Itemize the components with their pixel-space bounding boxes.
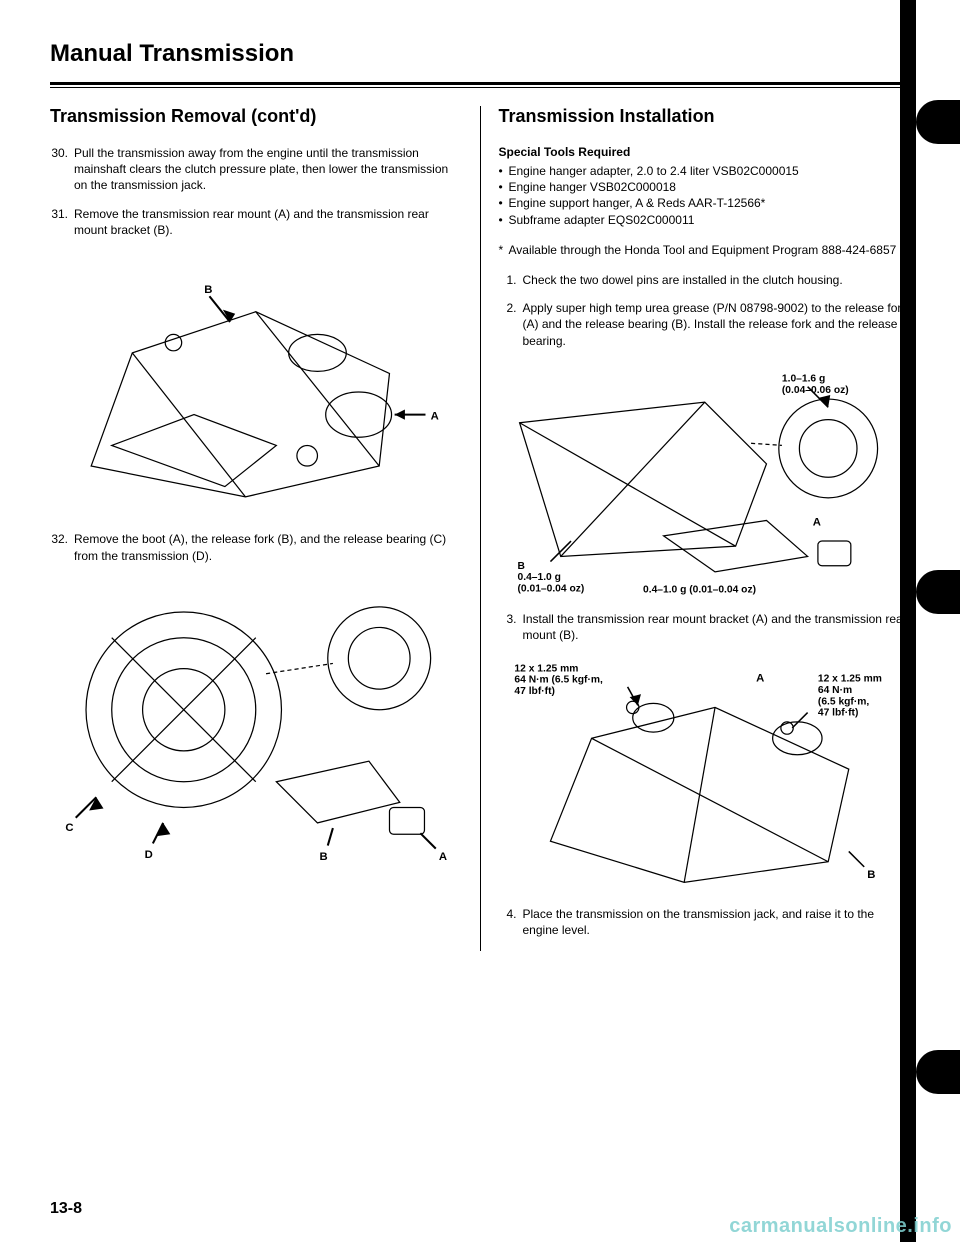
column-right: Transmission Installation Special Tools … [480,106,911,951]
step-number: 2. [499,300,523,349]
step-number: 30. [50,145,74,194]
label-C: C [65,822,73,834]
figure-grease-points: 1.0–1.6 g (0.04–0.06 oz) B 0.4–1.0 g (0.… [499,361,911,598]
step-number: 1. [499,272,523,288]
label-A: A [812,516,820,528]
step-text: Pull the transmission away from the engi… [74,145,462,194]
step-text: Place the transmission on the transmissi… [523,906,911,938]
tool-item: Engine hanger VSB02C000018 [509,179,911,195]
tool-item: Engine support hanger, A & Reds AAR-T-12… [509,195,911,211]
step-text: Apply super high temp urea grease (P/N 0… [523,300,911,349]
figure-release-fork: C D B A [50,576,462,864]
spec-bottom: 0.4–1.0 g (0.01–0.04 oz) [643,584,756,595]
section-heading-installation: Transmission Installation [499,106,911,127]
page-number: 13-8 [50,1200,82,1218]
label-B: B [867,869,875,881]
step-number: 4. [499,906,523,938]
step-number: 31. [50,206,74,238]
down-arrow-icon: ↘ [927,578,954,616]
step-text: Install the transmission rear mount brac… [523,611,911,643]
page: Manual Transmission Transmission Removal… [0,0,960,1242]
step-31: 31. Remove the transmission rear mount (… [50,206,462,238]
column-left: Transmission Removal (cont'd) 30. Pull t… [50,106,480,951]
label-B: B [204,284,212,296]
step-text: Remove the boot (A), the release fork (B… [74,531,462,563]
step-text: Check the two dowel pins are installed i… [523,272,911,288]
tool-item: Subframe adapter EQS02C000011 [509,212,911,228]
step-2: 2. Apply super high temp urea grease (P/… [499,300,911,349]
figure-mount-bracket: 12 x 1.25 mm 64 N·m (6.5 kgf·m, 47 lbf·f… [499,656,911,893]
label-B: B [320,851,328,863]
tools-heading: Special Tools Required [499,145,911,159]
label-A: A [439,851,447,863]
step-number: 3. [499,611,523,643]
diagram-svg: 12 x 1.25 mm 64 N·m (6.5 kgf·m, 47 lbf·f… [499,656,911,893]
step-text: Remove the transmission rear mount (A) a… [74,206,462,238]
step-4: 4. Place the transmission on the transmi… [499,906,911,938]
spec-top: 1.0–1.6 g (0.04–0.06 oz) [781,373,848,395]
diagram-svg: C D B A [50,576,462,864]
availability-note: * Available through the Honda Tool and E… [499,242,911,258]
rule-thin [50,87,910,88]
tools-list: •Engine hanger adapter, 2.0 to 2.4 liter… [499,163,911,228]
spec-right: 12 x 1.25 mm 64 N·m (6.5 kgf·m, 47 lbf·f… [817,673,884,718]
label-A: A [431,411,439,423]
label-D: D [145,849,153,861]
binder-tabs [916,0,960,1242]
spec-left: B 0.4–1.0 g (0.01–0.04 oz) [517,560,584,594]
down-arrow-icon: ↘ [927,1058,954,1096]
scan-edge-bar [900,0,916,1242]
step-3: 3. Install the transmission rear mount b… [499,611,911,643]
page-title: Manual Transmission [50,40,910,68]
step-1: 1. Check the two dowel pins are installe… [499,272,911,288]
figure-rear-mount: B A [50,250,462,517]
columns: Transmission Removal (cont'd) 30. Pull t… [50,106,910,951]
watermark: carmanualsonline.info [729,1215,952,1238]
step-30: 30. Pull the transmission away from the … [50,145,462,194]
section-heading-removal: Transmission Removal (cont'd) [50,106,462,127]
label-A: A [756,672,764,684]
down-arrow-icon: ↘ [927,108,954,146]
step-number: 32. [50,531,74,563]
diagram-svg: 1.0–1.6 g (0.04–0.06 oz) B 0.4–1.0 g (0.… [499,361,911,598]
spec-left: 12 x 1.25 mm 64 N·m (6.5 kgf·m, 47 lbf·f… [514,663,605,697]
diagram-svg: B A [50,250,462,517]
step-32: 32. Remove the boot (A), the release for… [50,531,462,563]
tool-item: Engine hanger adapter, 2.0 to 2.4 liter … [509,163,911,179]
availability-text: Available through the Honda Tool and Equ… [509,242,897,258]
rule-thick [50,82,910,85]
